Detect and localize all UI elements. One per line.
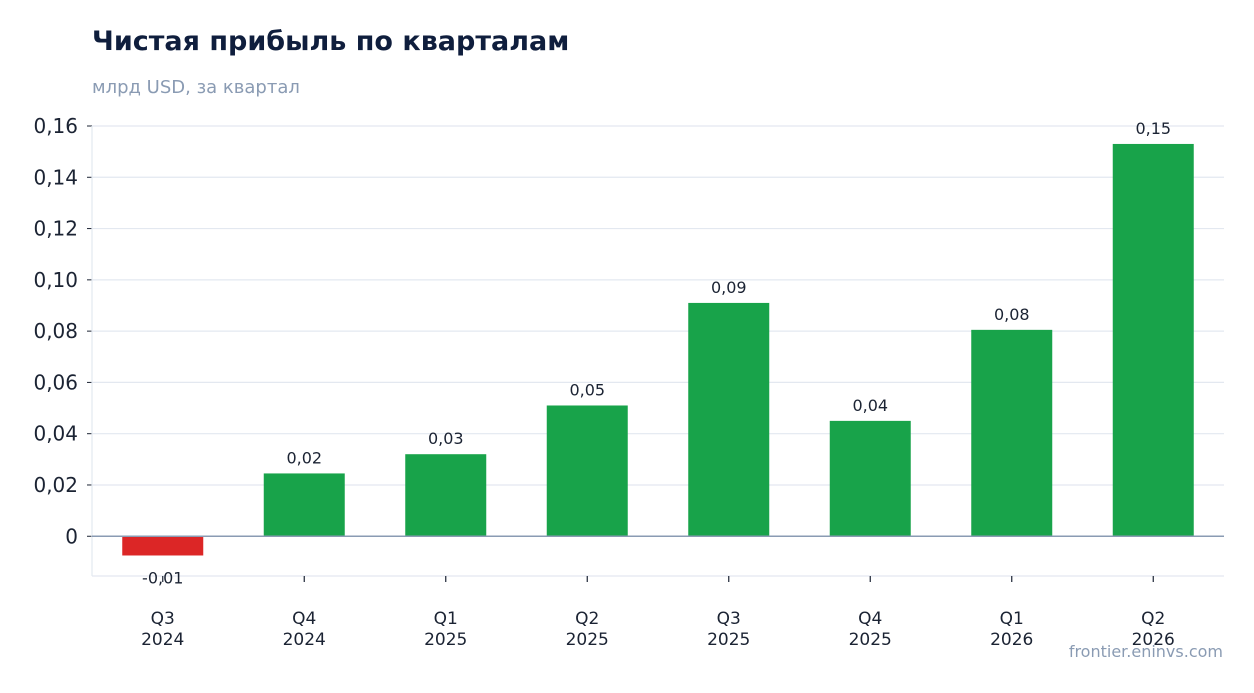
chart-subtitle: млрд USD, за квартал [92,77,300,98]
data-label: 0,15 [1135,119,1171,138]
y-tick-label: 0,02 [33,473,78,497]
bar [971,329,1053,537]
bar [546,405,628,537]
bar [688,302,770,537]
data-label: 0,08 [994,305,1030,324]
y-tick-label: 0,16 [33,114,78,138]
x-tick-label: 2026 [990,630,1033,650]
data-label: 0,09 [711,278,747,297]
chart-title: Чистая прибыль по кварталам [92,26,570,57]
data-label: 0,03 [428,429,464,448]
x-tick-label: 2025 [707,630,750,650]
x-tick-label: 2025 [566,630,609,650]
x-tick-label: 2024 [283,630,326,650]
bar [122,536,204,556]
data-label: 0,02 [286,448,322,467]
bar [1112,143,1194,537]
data-label: 0,04 [852,396,888,415]
x-tick-label: Q2 [1141,609,1165,629]
y-tick-label: 0,10 [33,268,78,292]
x-tick-label: Q1 [1000,609,1024,629]
data-label: 0,05 [569,380,605,399]
bar [405,454,487,537]
x-tick-label: Q4 [858,609,882,629]
y-tick-label: 0 [65,524,78,548]
bar [263,473,345,537]
y-tick-label: 0,12 [33,217,78,241]
x-tick-label: 2025 [424,630,467,650]
y-tick-label: 0,04 [33,422,78,446]
source-watermark: frontier.eninvs.com [1068,642,1223,661]
y-tick-label: 0,06 [33,370,78,394]
x-tick-label: 2025 [849,630,892,650]
y-tick-label: 0,08 [33,319,78,343]
x-tick-label: Q2 [575,609,599,629]
x-tick-label: Q3 [151,609,175,629]
x-tick-label: Q1 [434,609,458,629]
x-tick-label: Q3 [717,609,741,629]
x-tick-label: 2026 [1132,630,1175,650]
bar [829,420,911,537]
x-tick-label: 2024 [141,630,184,650]
x-tick-label: Q4 [292,609,316,629]
y-tick-label: 0,14 [33,165,78,189]
